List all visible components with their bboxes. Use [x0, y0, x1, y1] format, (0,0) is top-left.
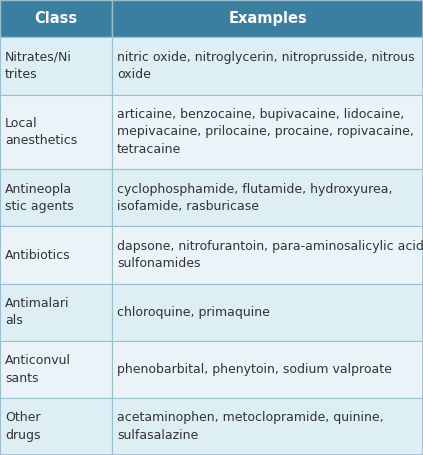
Text: articaine, benzocaine, bupivacaine, lidocaine,
mepivacaine, prilocaine, procaine: articaine, benzocaine, bupivacaine, lido… [117, 108, 414, 156]
Bar [0, 398, 112, 455]
Text: Anticonvul
sants: Anticonvul sants [5, 354, 71, 384]
Text: Local
anesthetics: Local anesthetics [5, 116, 77, 147]
Bar [112, 283, 423, 341]
Text: Antibiotics: Antibiotics [5, 248, 71, 262]
Text: Antineopla
stic agents: Antineopla stic agents [5, 182, 74, 213]
Text: nitric oxide, nitroglycerin, nitroprusside, nitrous
oxide: nitric oxide, nitroglycerin, nitroprussi… [117, 51, 415, 81]
Bar [112, 37, 423, 95]
Text: phenobarbital, phenytoin, sodium valproate: phenobarbital, phenytoin, sodium valproa… [117, 363, 392, 376]
Bar [112, 95, 423, 169]
Bar [0, 169, 112, 227]
Text: cyclophosphamide, flutamide, hydroxyurea,
isofamide, rasburicase: cyclophosphamide, flutamide, hydroxyurea… [117, 182, 393, 213]
Text: Class: Class [35, 11, 77, 26]
Text: chloroquine, primaquine: chloroquine, primaquine [117, 306, 270, 318]
Bar [0, 283, 112, 341]
Bar [112, 169, 423, 227]
Bar [112, 0, 423, 37]
Bar [0, 37, 112, 95]
Text: dapsone, nitrofurantoin, para-aminosalicylic acid,
sulfonamides: dapsone, nitrofurantoin, para-aminosalic… [117, 240, 423, 270]
Bar [112, 227, 423, 283]
Text: Nitrates/Ni
trites: Nitrates/Ni trites [5, 51, 72, 81]
Text: acetaminophen, metoclopramide, quinine,
sulfasalazine: acetaminophen, metoclopramide, quinine, … [117, 411, 384, 442]
Bar [0, 0, 112, 37]
Text: Antimalari
als: Antimalari als [5, 297, 69, 328]
Bar [112, 398, 423, 455]
Text: Examples: Examples [228, 11, 307, 26]
Text: Other
drugs: Other drugs [5, 411, 41, 442]
Bar [0, 227, 112, 283]
Bar [0, 341, 112, 398]
Bar [112, 341, 423, 398]
Bar [0, 95, 112, 169]
